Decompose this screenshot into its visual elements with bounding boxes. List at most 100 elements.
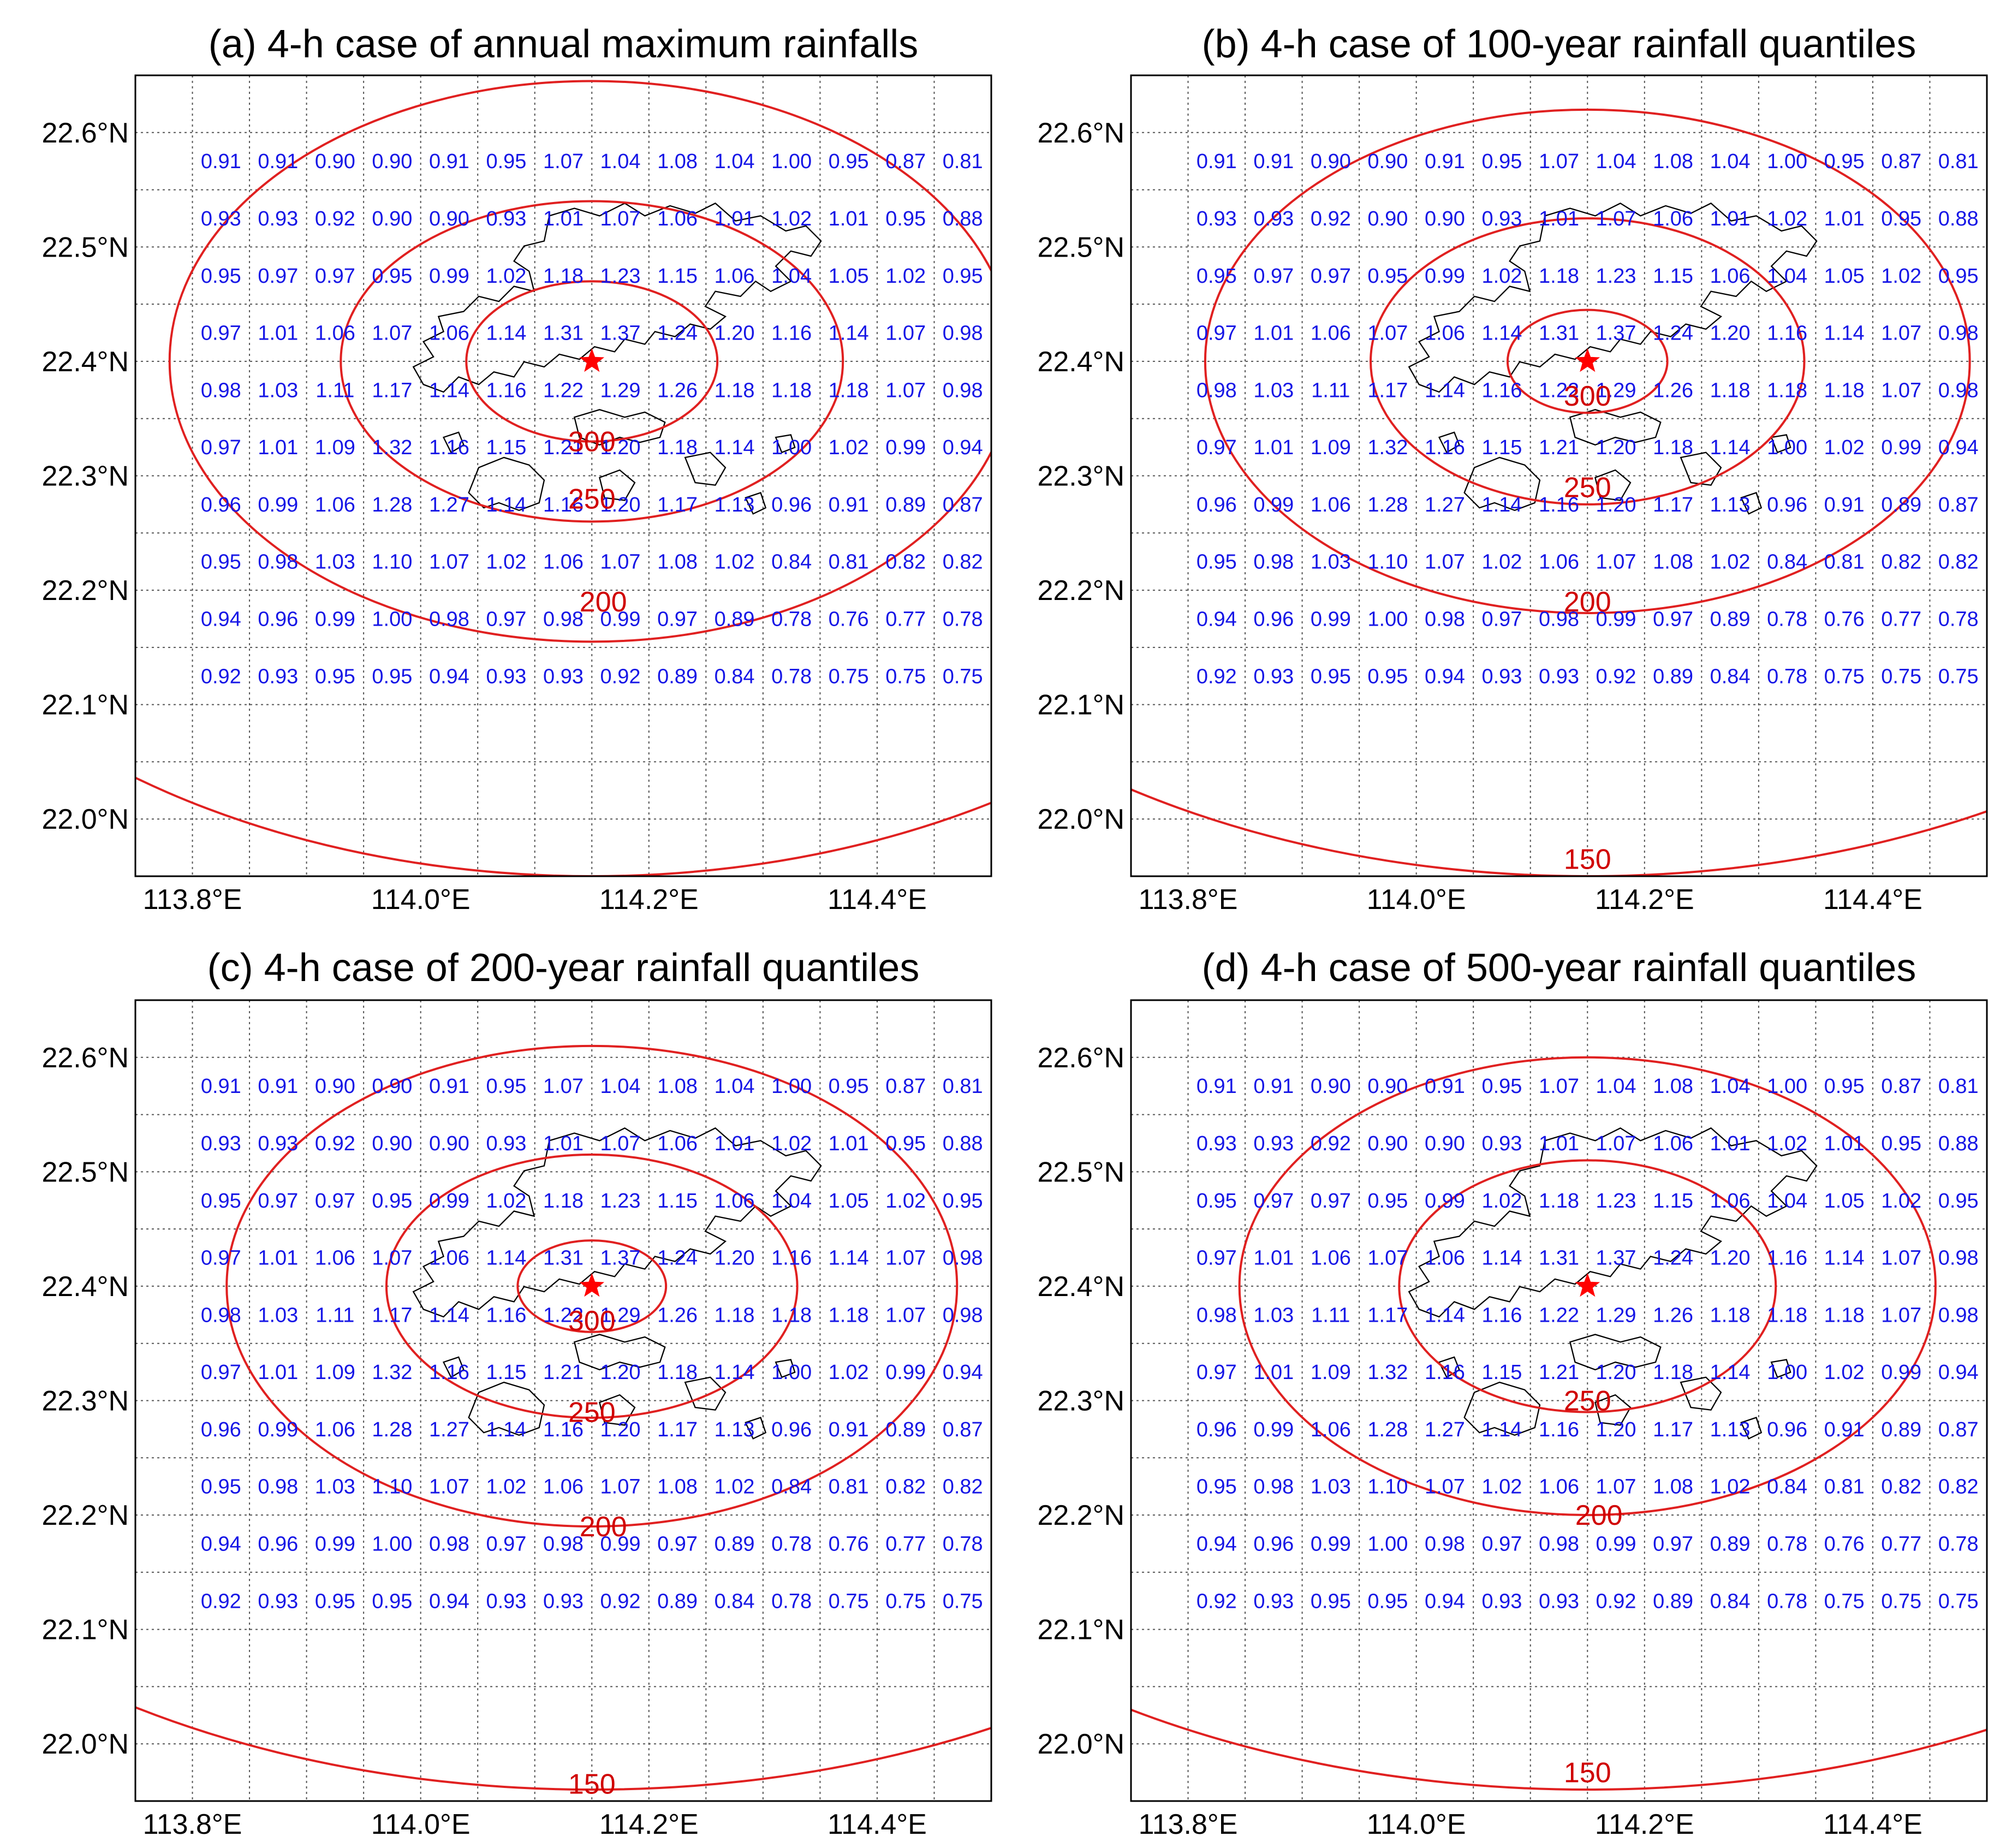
ratio-label: 0.81: [1938, 1075, 1979, 1098]
latitude-label: 22.3°N: [41, 461, 129, 492]
plot-area: 0.91 0.91 0.90 0.90 0.91 0.95 1.07 1.04 1.08 1.04…: [1131, 1000, 1987, 1801]
ratio-label: 0.97: [201, 1361, 241, 1384]
ratio-label: 0.87: [943, 1418, 983, 1441]
ratio-label: 1.17: [1653, 494, 1693, 516]
ratio-label: 1.06: [1539, 1476, 1579, 1499]
ratio-label: 1.20: [600, 1418, 641, 1441]
ratio-label: 1.07: [1425, 1476, 1465, 1499]
ratio-label: 0.95: [1481, 150, 1522, 173]
ratio-label: 0.97: [201, 1247, 241, 1270]
ratio-label: 0.95: [315, 665, 355, 688]
storm-center-star-icon: [579, 348, 605, 372]
ratio-label: 0.99: [885, 436, 926, 459]
ratio-label: 0.90: [1367, 207, 1408, 230]
ratio-label: 1.32: [372, 436, 412, 459]
longitude-label: 114.4°E: [828, 1809, 927, 1840]
ratio-label: 0.95: [1311, 665, 1351, 688]
latitude-label: 22.1°N: [41, 1614, 129, 1646]
ratio-label: 0.75: [1938, 665, 1979, 688]
ratio-label: 0.84: [1767, 1476, 1807, 1499]
ratio-label: 1.07: [1367, 1247, 1408, 1270]
ratio-label: 1.01: [715, 1132, 755, 1155]
ratio-label: 0.92: [201, 665, 241, 688]
ratio-label: 0.93: [486, 207, 526, 230]
ratio-label: 0.96: [258, 1532, 298, 1555]
latitude-label: 22.4°N: [41, 1271, 129, 1303]
ratio-label: 1.10: [372, 551, 412, 574]
ratio-label: 0.75: [943, 1590, 983, 1613]
ratio-label: 0.95: [486, 1075, 526, 1098]
latitude-label: 22.0°N: [1037, 804, 1124, 835]
ratio-label: 1.01: [543, 207, 584, 230]
ratio-label: 0.81: [943, 1075, 983, 1098]
ratio-label: 0.87: [1938, 1418, 1979, 1441]
ratio-label: 1.14: [486, 1247, 526, 1270]
ratio-label: 0.99: [885, 1361, 926, 1384]
ratio-label: 1.37: [600, 322, 641, 345]
ratio-label: 0.91: [829, 1418, 869, 1441]
ratio-label: 0.90: [372, 1075, 412, 1098]
ratio-label: 1.15: [1653, 265, 1693, 288]
ratio-label: 1.01: [258, 436, 298, 459]
ratio-label: 1.28: [1367, 494, 1408, 516]
ratio-label: 0.98: [943, 379, 983, 402]
ratio-label: 0.78: [1938, 1532, 1979, 1555]
ratio-label: 1.02: [1881, 265, 1921, 288]
ratio-label: 0.98: [1197, 379, 1237, 402]
ratio-label: 0.98: [943, 1247, 983, 1270]
ratio-label: 1.14: [486, 322, 526, 345]
ratio-label: 1.29: [600, 379, 641, 402]
ratio-label: 1.08: [657, 1075, 698, 1098]
ratio-label: 1.07: [1425, 551, 1465, 574]
ratio-label: 0.84: [771, 1476, 812, 1499]
panel-frame: [134, 74, 992, 877]
ratio-label: 0.78: [943, 1532, 983, 1555]
ratio-label: 1.18: [1710, 379, 1751, 402]
ratio-label: 1.27: [429, 1418, 469, 1441]
latitude-label: 22.0°N: [1037, 1728, 1124, 1760]
ratio-label: 0.89: [715, 608, 755, 631]
ratio-label: 0.75: [1824, 665, 1865, 688]
ratio-label: 1.04: [600, 1075, 641, 1098]
ratio-label: 1.05: [1824, 1190, 1865, 1213]
ratio-label: 1.37: [600, 1247, 641, 1270]
ratio-label: 1.20: [1596, 1361, 1636, 1384]
ratio-label: 0.91: [201, 150, 241, 173]
map-panel-a: (a) 4-h case of annual maximum rainfalls…: [41, 22, 992, 916]
ratio-label: 0.78: [1938, 608, 1979, 631]
ratio-label: 1.02: [829, 1361, 869, 1384]
ratio-label: 1.20: [715, 322, 755, 345]
ratio-label: 0.91: [1824, 494, 1865, 516]
ratio-label: 0.75: [1938, 1590, 1979, 1613]
ratio-label: 1.29: [1596, 379, 1636, 402]
ratio-label: 0.95: [1197, 1190, 1237, 1213]
ratio-label: 1.16: [1767, 1247, 1807, 1270]
ratio-label: 1.10: [1367, 1476, 1408, 1499]
ratio-label: 1.07: [600, 207, 641, 230]
ratio-label: 0.97: [201, 436, 241, 459]
ratio-label: 0.82: [943, 1476, 983, 1499]
ratio-label: 1.07: [543, 1075, 584, 1098]
ratio-label: 0.98: [258, 551, 298, 574]
ratio-label: 0.93: [1539, 665, 1579, 688]
ratio-label: 0.78: [771, 608, 812, 631]
ratio-label: 1.14: [1481, 1247, 1522, 1270]
ratio-label: 0.97: [1253, 1190, 1294, 1213]
ratio-label: 1.06: [1653, 1132, 1693, 1155]
ratio-label: 0.97: [1653, 1532, 1693, 1555]
latitude-label: 22.3°N: [1037, 461, 1124, 492]
ratio-label: 1.07: [372, 322, 412, 345]
ratio-label: 1.06: [315, 494, 355, 516]
ratio-label: 0.93: [1253, 1590, 1294, 1613]
ratio-label: 1.07: [543, 150, 584, 173]
ratio-label: 1.14: [1481, 1418, 1522, 1441]
ratio-label: 1.13: [1710, 1418, 1751, 1441]
ratio-label: 0.95: [943, 265, 983, 288]
ratio-label: 1.16: [1481, 1304, 1522, 1327]
ratio-label: 0.93: [258, 207, 298, 230]
contour-label-300: 300: [568, 426, 616, 458]
ratio-label: 0.92: [1311, 207, 1351, 230]
ratio-label: 1.23: [1596, 265, 1636, 288]
ratio-label: 0.95: [1197, 551, 1237, 574]
ratio-label: 1.20: [1596, 436, 1636, 459]
